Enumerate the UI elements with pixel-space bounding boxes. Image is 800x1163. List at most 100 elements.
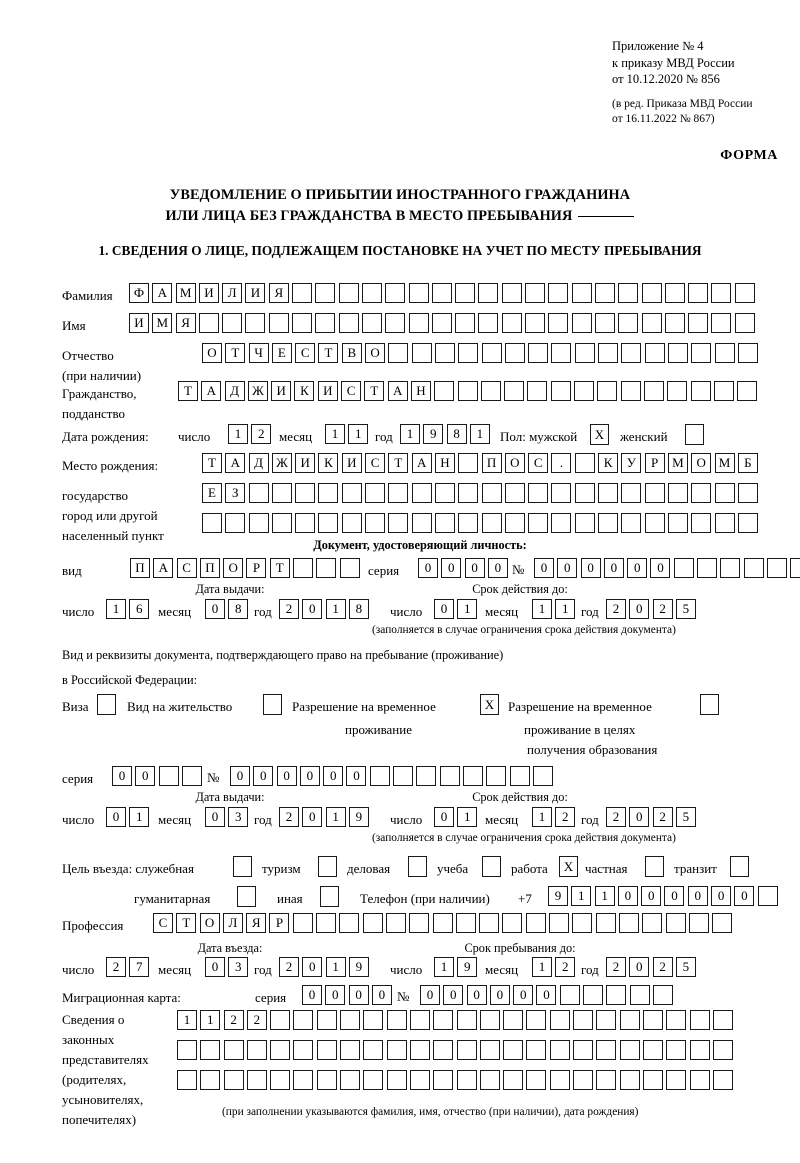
char-cell[interactable] bbox=[551, 513, 572, 533]
char-cell[interactable] bbox=[766, 558, 787, 578]
char-cell[interactable]: 0 bbox=[418, 558, 438, 578]
char-cell[interactable]: 0 bbox=[205, 957, 225, 977]
char-cell[interactable] bbox=[720, 558, 741, 578]
char-cell[interactable]: 0 bbox=[641, 886, 662, 906]
char-cell[interactable] bbox=[644, 343, 665, 363]
char-cell[interactable]: 0 bbox=[734, 886, 755, 906]
char-cell[interactable] bbox=[315, 283, 336, 303]
char-cell[interactable]: Т bbox=[388, 453, 409, 473]
char-cell[interactable] bbox=[458, 453, 479, 473]
char-cell[interactable]: 0 bbox=[464, 558, 485, 578]
char-cell[interactable] bbox=[574, 343, 595, 363]
purpose-business-checkbox[interactable] bbox=[408, 856, 427, 877]
char-cell[interactable]: Н bbox=[434, 453, 455, 473]
char-cell[interactable]: 2 bbox=[606, 807, 626, 827]
char-cell[interactable] bbox=[594, 313, 615, 333]
char-cell[interactable] bbox=[433, 1040, 454, 1060]
char-cell[interactable] bbox=[480, 381, 501, 401]
char-cell[interactable]: Ж bbox=[247, 381, 268, 401]
char-cell[interactable]: О bbox=[199, 913, 220, 933]
char-cell[interactable] bbox=[790, 558, 800, 578]
char-cell[interactable] bbox=[641, 283, 662, 303]
char-cell[interactable] bbox=[527, 381, 548, 401]
char-cell[interactable] bbox=[386, 1070, 407, 1090]
char-cell[interactable] bbox=[271, 513, 292, 533]
char-cell[interactable] bbox=[248, 483, 269, 503]
char-cell[interactable] bbox=[528, 513, 549, 533]
char-cell[interactable]: 0 bbox=[629, 599, 650, 619]
char-cell[interactable]: 0 bbox=[205, 807, 225, 827]
purpose-work-checkbox[interactable]: X bbox=[559, 856, 578, 877]
char-cell[interactable] bbox=[478, 313, 499, 333]
char-cell[interactable]: 0 bbox=[346, 766, 367, 786]
char-cell[interactable] bbox=[478, 283, 499, 303]
char-cell[interactable]: 0 bbox=[441, 558, 462, 578]
char-cell[interactable]: 0 bbox=[664, 886, 685, 906]
char-cell[interactable] bbox=[409, 1010, 430, 1030]
char-cell[interactable]: 2 bbox=[555, 807, 576, 827]
char-cell[interactable]: 0 bbox=[466, 985, 487, 1005]
char-cell[interactable]: 0 bbox=[253, 766, 274, 786]
char-cell[interactable]: 0 bbox=[325, 985, 346, 1005]
char-cell[interactable] bbox=[409, 1040, 430, 1060]
char-cell[interactable] bbox=[598, 513, 619, 533]
char-cell[interactable] bbox=[691, 483, 712, 503]
char-cell[interactable] bbox=[292, 913, 313, 933]
char-cell[interactable] bbox=[734, 283, 755, 303]
char-cell[interactable] bbox=[712, 1070, 733, 1090]
char-cell[interactable] bbox=[455, 283, 476, 303]
char-cell[interactable]: 0 bbox=[348, 985, 369, 1005]
char-cell[interactable] bbox=[666, 1070, 687, 1090]
char-cell[interactable] bbox=[361, 313, 382, 333]
char-cell[interactable] bbox=[432, 913, 453, 933]
char-cell[interactable]: Ф bbox=[129, 283, 149, 303]
char-cell[interactable] bbox=[457, 381, 478, 401]
char-cell[interactable] bbox=[456, 1010, 477, 1030]
char-cell[interactable] bbox=[525, 913, 546, 933]
char-cell[interactable] bbox=[712, 913, 733, 933]
char-cell[interactable]: А bbox=[225, 453, 246, 473]
char-cell[interactable] bbox=[690, 381, 711, 401]
char-cell[interactable] bbox=[339, 913, 360, 933]
char-cell[interactable]: Р bbox=[644, 453, 665, 473]
char-cell[interactable]: А bbox=[152, 283, 173, 303]
char-cell[interactable] bbox=[712, 1010, 733, 1030]
char-cell[interactable] bbox=[583, 985, 604, 1005]
legal-rep-input-row3[interactable] bbox=[177, 1070, 736, 1090]
char-cell[interactable] bbox=[594, 283, 615, 303]
char-cell[interactable] bbox=[714, 343, 735, 363]
char-cell[interactable]: 2 bbox=[279, 807, 299, 827]
char-cell[interactable] bbox=[270, 1070, 291, 1090]
char-cell[interactable] bbox=[270, 1040, 291, 1060]
char-cell[interactable] bbox=[666, 1040, 687, 1060]
char-cell[interactable] bbox=[551, 483, 572, 503]
char-cell[interactable]: 1 bbox=[325, 424, 345, 444]
char-cell[interactable] bbox=[619, 1040, 640, 1060]
char-cell[interactable] bbox=[573, 1010, 594, 1030]
char-cell[interactable] bbox=[223, 1070, 244, 1090]
char-cell[interactable] bbox=[713, 381, 734, 401]
char-cell[interactable] bbox=[339, 558, 360, 578]
char-cell[interactable] bbox=[181, 766, 202, 786]
char-cell[interactable]: В bbox=[341, 343, 362, 363]
char-cell[interactable] bbox=[462, 766, 483, 786]
char-cell[interactable]: 0 bbox=[687, 886, 708, 906]
char-cell[interactable]: 2 bbox=[555, 957, 576, 977]
char-cell[interactable] bbox=[434, 343, 455, 363]
birth-place-input-row3[interactable] bbox=[202, 513, 761, 533]
char-cell[interactable] bbox=[200, 1040, 221, 1060]
char-cell[interactable]: 2 bbox=[606, 599, 626, 619]
char-cell[interactable] bbox=[621, 483, 642, 503]
char-cell[interactable] bbox=[525, 283, 546, 303]
char-cell[interactable]: К bbox=[294, 381, 315, 401]
